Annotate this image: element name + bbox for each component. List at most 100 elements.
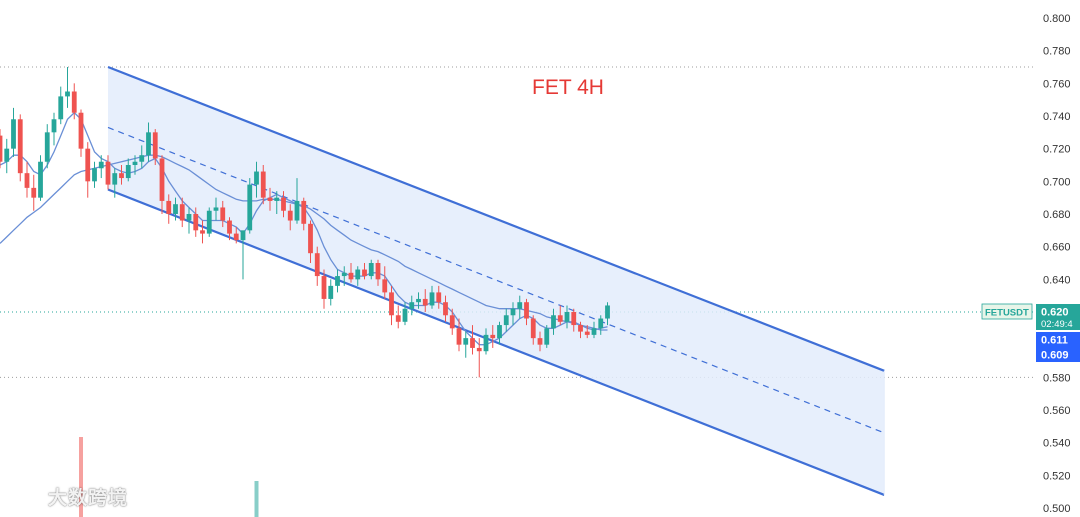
candle: [213, 197, 219, 221]
candle: [51, 112, 57, 146]
candle: [287, 204, 293, 231]
candle: [65, 67, 70, 108]
candle-body: [159, 158, 165, 201]
candle-body: [179, 204, 185, 221]
y-tick-label: 0.560: [1043, 405, 1071, 417]
candle-body: [233, 233, 239, 241]
candle: [564, 305, 570, 329]
candle: [220, 200, 226, 228]
y-tick-label: 0.660: [1043, 242, 1071, 254]
candle-body: [166, 200, 172, 214]
candle: [38, 155, 43, 201]
candle-body: [429, 292, 435, 306]
ma-slow-tag-value: 0.609: [1041, 350, 1069, 362]
candle: [497, 321, 502, 345]
candle-body: [557, 315, 563, 322]
candle-body: [200, 230, 205, 234]
y-tick-label: 0.740: [1043, 111, 1071, 123]
candle-body: [530, 318, 536, 339]
candle: [355, 266, 361, 286]
candle-body: [11, 119, 16, 149]
candle: [31, 174, 37, 211]
candle-body: [321, 276, 327, 299]
candle: [470, 325, 475, 355]
candle: [186, 207, 192, 234]
candle-body: [267, 197, 273, 201]
y-tick-label: 0.680: [1043, 209, 1071, 221]
candle: [233, 227, 239, 244]
candle-body: [38, 161, 43, 198]
candle-body: [71, 91, 77, 113]
channel-upper-line: [107, 65, 885, 372]
candle: [78, 109, 84, 157]
symbol-tag-label: FETUSDT: [985, 308, 1029, 319]
candle-body: [368, 263, 374, 277]
candle-body: [105, 161, 111, 185]
candle-body: [422, 298, 428, 306]
candle: [112, 168, 118, 198]
channel-fill: [108, 67, 885, 495]
candle-body: [416, 298, 421, 303]
candle-body: [78, 112, 84, 149]
y-tick-label: 0.520: [1043, 470, 1071, 482]
candle-body: [220, 207, 226, 221]
candle: [240, 230, 246, 280]
candle: [281, 191, 286, 218]
candle-body: [605, 305, 610, 319]
candle: [341, 266, 347, 286]
candle-body: [389, 292, 394, 316]
candle-body: [584, 331, 590, 335]
candle: [146, 122, 151, 162]
candle: [274, 191, 280, 214]
candle-body: [301, 200, 307, 224]
candle-body: [132, 161, 138, 165]
candle: [24, 161, 30, 198]
candle: [348, 263, 354, 283]
candle-body: [510, 308, 516, 316]
candle-body: [335, 276, 340, 286]
candle: [436, 285, 442, 309]
candle-body: [544, 328, 550, 345]
candle: [584, 325, 590, 339]
candle: [260, 165, 266, 205]
candle-body: [348, 272, 354, 280]
candle-body: [503, 315, 509, 326]
candle: [58, 86, 64, 125]
candle: [483, 328, 489, 355]
candle: [557, 305, 563, 326]
candle: [578, 321, 583, 339]
candle-body: [463, 338, 469, 345]
candle: [429, 285, 435, 309]
candle: [173, 197, 178, 221]
candle-body: [456, 328, 462, 345]
candle-body: [17, 119, 23, 174]
candle-body: [402, 308, 408, 322]
watermark: 大数跨境: [8, 482, 128, 510]
volume-bar: [79, 437, 83, 517]
candle: [119, 165, 124, 185]
candle-body: [409, 302, 415, 309]
candle: [530, 315, 536, 345]
y-tick-label: 0.800: [1043, 13, 1071, 25]
candle: [0, 129, 3, 169]
y-tick-label: 0.580: [1043, 372, 1071, 384]
candle: [321, 269, 327, 309]
candle-body: [240, 230, 246, 241]
candle-body: [470, 338, 475, 348]
candle: [206, 207, 212, 237]
candle: [227, 217, 232, 241]
last-price-value: 0.620: [1041, 307, 1069, 319]
candle: [193, 207, 199, 237]
candle-body: [119, 173, 124, 179]
candle: [517, 295, 523, 319]
candle-body: [193, 214, 199, 231]
candle: [166, 194, 172, 224]
candle-body: [362, 269, 367, 277]
candle-body: [44, 132, 50, 162]
watermark-logo-icon: [8, 487, 40, 505]
candle-body: [375, 263, 381, 280]
candle: [476, 338, 482, 378]
candle: [294, 178, 300, 224]
candle-body: [274, 197, 280, 201]
candle-body: [213, 207, 219, 211]
